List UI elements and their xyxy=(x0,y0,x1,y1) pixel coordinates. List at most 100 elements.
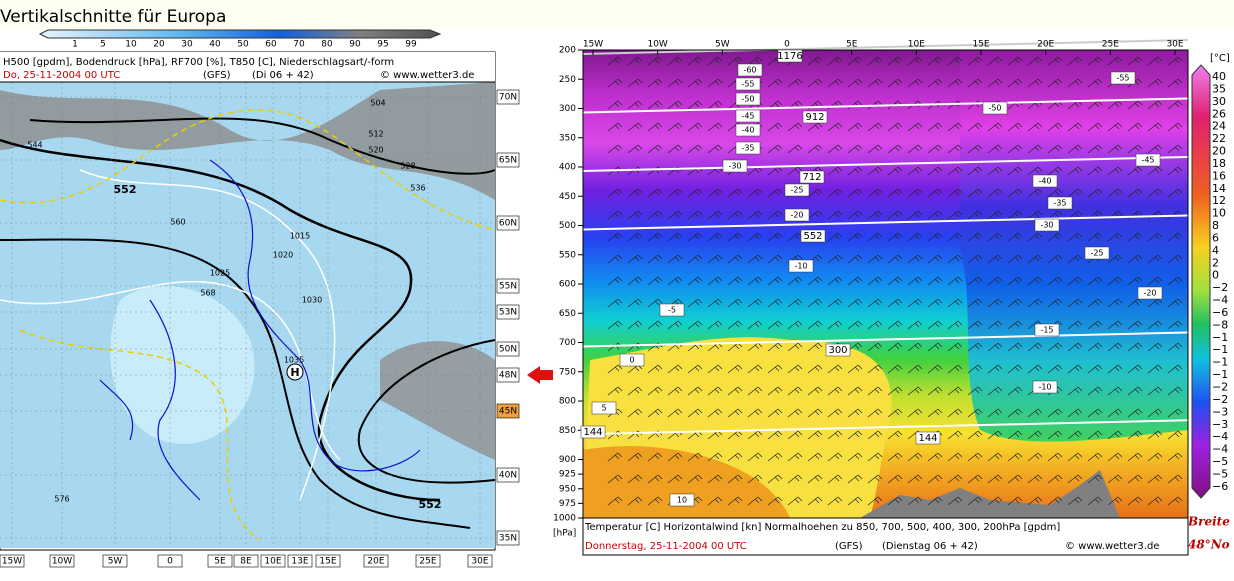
wind-barb xyxy=(1107,188,1123,198)
wind-barb xyxy=(947,430,963,440)
wind-barb xyxy=(867,474,883,484)
wind-barb xyxy=(647,100,663,110)
wind-barb xyxy=(747,408,763,418)
temperature-label: -60 xyxy=(743,66,756,75)
wind-barb xyxy=(787,144,803,154)
wind-barb xyxy=(887,474,903,484)
section-caption: Temperatur [C] Horizontalwind [kn] Norma… xyxy=(584,522,1060,533)
wind-barb xyxy=(727,386,743,396)
wind-barb xyxy=(1147,276,1163,286)
wind-barb xyxy=(647,210,663,220)
colorbar-label: 22 xyxy=(1212,132,1226,145)
colorbar-label: 6 xyxy=(1212,231,1219,244)
wind-barb xyxy=(1007,298,1023,308)
wind-barb xyxy=(887,430,903,440)
wind-barb xyxy=(967,122,983,132)
section-lon-label: 15W xyxy=(583,40,603,50)
wind-barb xyxy=(907,496,923,506)
section-lon-label: 25E xyxy=(1102,40,1119,50)
wind-barb xyxy=(687,144,703,154)
height-label: 1176 xyxy=(777,51,802,62)
wind-barb xyxy=(987,78,1003,88)
temperature-label: -55 xyxy=(1116,74,1129,83)
temperature-label: -10 xyxy=(1038,383,1051,392)
wind-barb xyxy=(747,452,763,462)
temperature-label: -40 xyxy=(741,126,754,135)
wind-barb xyxy=(1087,144,1103,154)
colorbar-label: −4 xyxy=(1212,443,1228,456)
wind-barb xyxy=(1107,254,1123,264)
lon-label: 8E xyxy=(240,557,252,567)
wind-barb xyxy=(1027,78,1043,88)
colorbar-label: 0 xyxy=(1212,269,1219,282)
temperature-label-box xyxy=(1034,323,1060,337)
wind-barb xyxy=(767,232,783,242)
height-line xyxy=(582,331,1189,348)
wind-barb xyxy=(947,144,963,154)
wind-barb xyxy=(867,452,883,462)
wind-barb xyxy=(1027,430,1043,440)
wind-barb xyxy=(1007,210,1023,220)
lon-box xyxy=(0,554,25,568)
wind-barb xyxy=(1067,188,1083,198)
wind-barb xyxy=(607,452,623,462)
lat-label: 45N xyxy=(499,407,517,417)
wind-barb xyxy=(1167,144,1183,154)
wind-barb xyxy=(1147,408,1163,418)
wind-barb xyxy=(807,276,823,286)
wind-barb xyxy=(1027,408,1043,418)
wind-barb xyxy=(687,122,703,132)
wind-barb xyxy=(907,452,923,462)
wind-barb xyxy=(627,188,643,198)
lat-box xyxy=(496,403,520,419)
colorbar-label: 26 xyxy=(1212,107,1226,120)
wind-barb xyxy=(907,78,923,88)
wind-barb xyxy=(967,408,983,418)
wind-barb xyxy=(647,364,663,374)
wind-barb xyxy=(947,364,963,374)
wind-barb xyxy=(607,320,623,330)
wind-barb xyxy=(967,188,983,198)
wind-barb xyxy=(787,78,803,88)
wind-barb xyxy=(987,298,1003,308)
wind-barb xyxy=(967,364,983,374)
wind-barb xyxy=(927,320,943,330)
wind-barb xyxy=(987,452,1003,462)
coastline xyxy=(99,159,421,501)
scale-label: 5 xyxy=(100,40,106,50)
wind-barb xyxy=(1127,320,1143,330)
wind-barb xyxy=(847,144,863,154)
wind-barb xyxy=(867,386,883,396)
colorbar-label: 18 xyxy=(1212,157,1226,170)
wind-barb xyxy=(847,320,863,330)
wind-barb xyxy=(947,342,963,352)
wind-barb xyxy=(647,254,663,264)
wind-barb xyxy=(1087,430,1103,440)
wind-barb xyxy=(1047,188,1063,198)
wind-barb xyxy=(647,56,663,66)
wind-barb xyxy=(607,276,623,286)
wind-barb xyxy=(687,452,703,462)
pressure-label: 750 xyxy=(559,367,576,377)
pressure-label: 800 xyxy=(559,397,576,407)
temperature-label: -25 xyxy=(1090,249,1103,258)
wind-barb xyxy=(607,144,623,154)
wind-barb xyxy=(647,408,663,418)
pressure-label: 400 xyxy=(559,163,576,173)
wind-barb xyxy=(607,474,623,484)
wind-barb xyxy=(747,320,763,330)
wind-barb xyxy=(847,474,863,484)
temperature-label-box xyxy=(619,353,645,367)
pressure-label: 650 xyxy=(559,309,576,319)
wind-barb xyxy=(707,188,723,198)
wind-barb xyxy=(747,298,763,308)
pressure-label: 975 xyxy=(559,499,576,509)
colorbar-label: −1 xyxy=(1212,331,1228,344)
latitude-value: 48°No xyxy=(1188,538,1230,552)
scale-label: 10 xyxy=(125,40,137,50)
wind-barb xyxy=(707,298,723,308)
wind-barb xyxy=(667,144,683,154)
contour-label: 504 xyxy=(370,99,385,108)
wind-barb xyxy=(1107,298,1123,308)
temperature-label: -25 xyxy=(790,186,803,195)
